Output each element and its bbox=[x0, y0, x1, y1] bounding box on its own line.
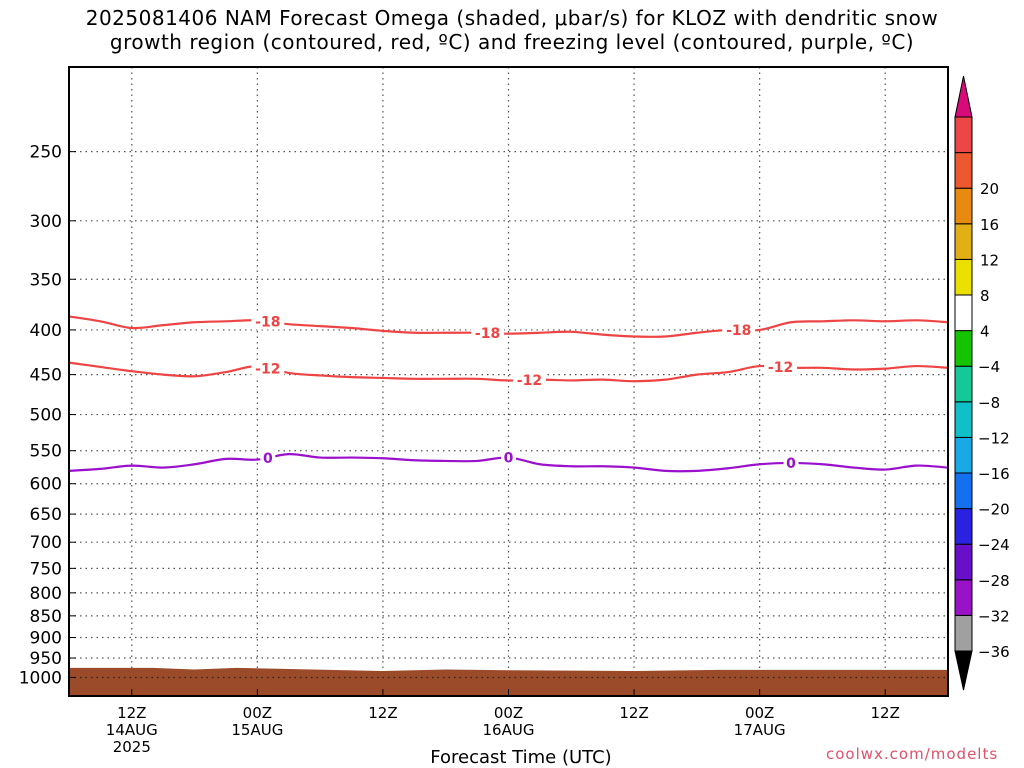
colorbar-label: 8 bbox=[980, 287, 990, 305]
colorbar-under-arrow bbox=[954, 650, 973, 691]
contour-label-bg bbox=[501, 449, 516, 466]
y-tick-label: 1000 bbox=[19, 668, 62, 688]
y-tick-label: 700 bbox=[30, 533, 62, 553]
y-tick-label: 350 bbox=[30, 270, 62, 290]
colorbar-label: 4 bbox=[980, 323, 990, 341]
x-tick-label: 12Z bbox=[117, 704, 146, 722]
colorbar-swatch bbox=[954, 116, 973, 154]
colorbar-swatch bbox=[954, 294, 973, 332]
series-line bbox=[68, 315, 949, 338]
colorbar-label: −12 bbox=[978, 429, 1010, 447]
colorbar-legend: −36 −32 −28 −24 −20 −16 −12 −8 −4 4 8 12 16 20 bbox=[954, 75, 1010, 691]
colorbar-label: −8 bbox=[978, 394, 1000, 412]
y-tick-label: 650 bbox=[30, 505, 62, 525]
y-tick-label: 950 bbox=[30, 649, 62, 669]
y-tick-label: 500 bbox=[30, 406, 62, 426]
contour-label-bg bbox=[722, 321, 756, 338]
y-tick-label: 450 bbox=[30, 366, 62, 386]
colorbar-swatch bbox=[954, 365, 973, 403]
chart-title: 2025081406 NAM Forecast Omega (shaded, μ… bbox=[0, 6, 1024, 54]
colorbar-label: 16 bbox=[980, 216, 999, 234]
contour-label: -12 bbox=[517, 373, 542, 389]
colorbar-swatch bbox=[954, 152, 973, 189]
series-line bbox=[68, 361, 949, 383]
colorbar-swatch bbox=[954, 258, 973, 296]
contour-label: -18 bbox=[726, 323, 751, 339]
contour-label-bg bbox=[764, 359, 798, 376]
contour-label-bg bbox=[512, 371, 546, 388]
colorbar-label: −28 bbox=[978, 572, 1010, 590]
contour-label: 0 bbox=[263, 451, 273, 467]
contour-label: -12 bbox=[255, 361, 280, 377]
terrain-fill bbox=[69, 667, 948, 695]
chart-title-line-1: 2025081406 NAM Forecast Omega (shaded, μ… bbox=[85, 6, 939, 30]
colorbar-label: −4 bbox=[978, 358, 1000, 376]
series-3: 0 0 0 bbox=[68, 449, 949, 473]
colorbar-swatch bbox=[954, 472, 973, 510]
colorbar-swatch bbox=[954, 436, 973, 474]
colorbar-label: −32 bbox=[978, 607, 1010, 625]
contour-label: -12 bbox=[768, 360, 793, 376]
x-tick-label: 14AUG bbox=[106, 721, 158, 739]
colorbar-label: 20 bbox=[980, 180, 999, 198]
colorbar-label: 12 bbox=[980, 251, 999, 269]
y-tick-label: 300 bbox=[30, 212, 62, 232]
colorbar-swatch bbox=[954, 187, 973, 225]
contour-label-bg bbox=[471, 325, 505, 342]
series-1: -18 -18 -18 bbox=[68, 313, 949, 342]
contour-label-bg bbox=[251, 313, 285, 330]
colorbar-label: −20 bbox=[978, 501, 1010, 519]
contour-label: 0 bbox=[504, 451, 514, 467]
colorbar-swatch bbox=[954, 614, 973, 652]
colorbar-swatch bbox=[954, 508, 973, 545]
credit-text: coolwx.com/modelts bbox=[826, 745, 999, 763]
y-tick-label: 550 bbox=[30, 442, 62, 462]
contour-label: 0 bbox=[786, 456, 796, 472]
y-tick-label: 850 bbox=[30, 607, 62, 627]
x-axis-title-text: Forecast Time (UTC) bbox=[430, 747, 612, 768]
contour-label-bg bbox=[783, 454, 799, 471]
colorbar-swatch bbox=[954, 543, 973, 581]
x-tick-label: 15AUG bbox=[231, 721, 283, 739]
y-tick-label: 250 bbox=[30, 143, 62, 163]
colorbar-label: −16 bbox=[978, 465, 1010, 483]
terrain-area bbox=[69, 667, 948, 695]
colorbar-label: −36 bbox=[978, 643, 1010, 661]
y-tick-label: 900 bbox=[30, 629, 62, 649]
colorbar-over-arrow bbox=[954, 75, 973, 118]
contour-label: -18 bbox=[475, 326, 500, 342]
y-tick-label: 750 bbox=[30, 559, 62, 579]
y-tick-label: 600 bbox=[30, 475, 62, 495]
x-tick-label: 2025 bbox=[113, 738, 151, 756]
contour-label-bg bbox=[260, 449, 276, 466]
colorbar-label: −24 bbox=[978, 536, 1010, 554]
x-tick-label: 12Z bbox=[871, 704, 900, 722]
colorbar-swatch bbox=[954, 579, 973, 616]
x-axis-title: Forecast Time (UTC) bbox=[0, 747, 1024, 768]
colorbar-swatch bbox=[954, 401, 973, 438]
x-tick-label: 17AUG bbox=[734, 721, 786, 739]
x-tick-label: 00Z bbox=[494, 704, 523, 722]
colorbar-swatch bbox=[954, 223, 973, 260]
chart-title-line-2: growth region (contoured, red, ºC) and f… bbox=[109, 30, 915, 54]
x-tick-label: 00Z bbox=[745, 704, 774, 722]
series-2: -12 -12 -12 bbox=[68, 359, 949, 389]
y-tick-label: 800 bbox=[30, 584, 62, 604]
y-axis: 2503003504004505005506006507007508008509… bbox=[19, 143, 76, 688]
contour-label-bg bbox=[251, 360, 285, 377]
contour-lines: -18 -18 -18 -12 -12 -12 0 0 0 bbox=[68, 313, 949, 473]
x-tick-label: 16AUG bbox=[483, 721, 535, 739]
x-tick-label: 00Z bbox=[243, 704, 272, 722]
colorbar-swatch bbox=[954, 330, 973, 367]
contour-label: -18 bbox=[255, 315, 280, 331]
x-tick-label: 12Z bbox=[619, 704, 648, 722]
y-tick-label: 400 bbox=[30, 321, 62, 341]
x-tick-label: 12Z bbox=[368, 704, 397, 722]
